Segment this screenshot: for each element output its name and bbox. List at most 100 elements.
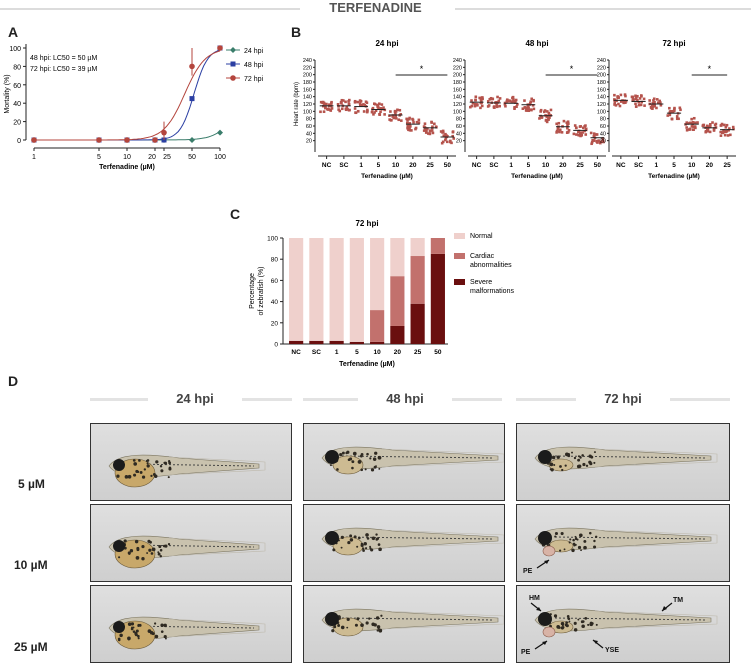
data-point bbox=[630, 95, 634, 99]
data-point bbox=[557, 121, 561, 125]
pigment-spot bbox=[561, 624, 564, 627]
pigment-spot bbox=[565, 452, 569, 457]
fin-fold bbox=[168, 618, 266, 638]
bar-segment bbox=[410, 303, 425, 344]
pigment-spot bbox=[347, 540, 351, 545]
pigment-spot bbox=[132, 459, 136, 462]
y-tick-label: 140 bbox=[453, 95, 462, 101]
data-point bbox=[685, 121, 689, 124]
x-tick-label: 50 bbox=[444, 162, 452, 169]
zebrafish-larva bbox=[321, 608, 504, 637]
pigment-spot bbox=[147, 629, 152, 633]
data-point bbox=[433, 122, 436, 126]
data-point bbox=[594, 133, 598, 136]
pigment-spot bbox=[354, 453, 357, 456]
pigment-spot bbox=[137, 637, 140, 640]
data-point bbox=[655, 98, 659, 101]
y-tick-label: 180 bbox=[453, 80, 462, 86]
data-point bbox=[358, 102, 362, 105]
data-point bbox=[394, 114, 398, 117]
data-point bbox=[653, 100, 656, 104]
data-point bbox=[441, 129, 445, 133]
legend-swatch bbox=[454, 279, 465, 285]
y-tick-label: 160 bbox=[453, 87, 462, 93]
pigment-spot bbox=[583, 539, 587, 543]
y-tick-label: 80 bbox=[600, 117, 606, 123]
pigment-spot bbox=[154, 474, 158, 478]
annotation-hm: HM bbox=[529, 595, 540, 602]
fish-image-48hpi-10um bbox=[303, 504, 505, 582]
data-point bbox=[513, 106, 516, 109]
data-point bbox=[658, 99, 662, 103]
y-tick-label: 40 bbox=[600, 131, 606, 137]
data-point bbox=[407, 128, 410, 132]
fin-fold bbox=[594, 610, 718, 630]
data-point bbox=[398, 108, 402, 112]
x-tick-label: 10 bbox=[688, 162, 696, 169]
data-point bbox=[635, 96, 638, 99]
title-rule-right bbox=[455, 8, 751, 10]
pigment-spot bbox=[357, 460, 362, 464]
pigment-spot bbox=[551, 455, 556, 460]
data-point bbox=[634, 105, 638, 108]
y-tick-label: 80 bbox=[271, 257, 279, 264]
data-point bbox=[408, 122, 412, 125]
data-point bbox=[597, 139, 600, 142]
y-tick-label: 100 bbox=[303, 109, 312, 115]
pigment-spot bbox=[359, 454, 363, 458]
data-point bbox=[434, 125, 438, 128]
pigment-spot bbox=[150, 552, 154, 555]
x-tick-label: 5 bbox=[355, 349, 359, 356]
data-point bbox=[469, 105, 472, 109]
data-point bbox=[652, 99, 655, 102]
x-tick-label: 25 bbox=[577, 162, 585, 169]
y-tick-label: 20 bbox=[306, 139, 312, 145]
data-point bbox=[731, 125, 735, 129]
pigment-spot bbox=[549, 462, 554, 467]
data-point bbox=[728, 127, 731, 130]
zebrafish-larva bbox=[534, 527, 718, 557]
annotation-pe: PE bbox=[521, 649, 531, 656]
arrowhead-yse bbox=[593, 640, 598, 644]
data-point bbox=[425, 128, 428, 132]
data-point bbox=[365, 101, 369, 105]
pigment-spot bbox=[157, 551, 160, 554]
legend-label: 72 hpi bbox=[244, 76, 264, 83]
y-tick-label: 160 bbox=[303, 87, 312, 93]
pigment-spot bbox=[589, 531, 592, 535]
data-point bbox=[577, 129, 581, 133]
pigment-spot bbox=[356, 545, 359, 548]
pigment-spot bbox=[124, 475, 129, 479]
pigment-spot bbox=[362, 549, 365, 552]
pigment-spot bbox=[341, 451, 345, 455]
data-point bbox=[599, 141, 602, 145]
data-point bbox=[428, 129, 432, 133]
data-point bbox=[380, 103, 384, 106]
data-point bbox=[614, 104, 618, 107]
x-tick-label: 5 bbox=[527, 162, 531, 169]
data-point bbox=[31, 137, 37, 143]
data-point bbox=[575, 133, 578, 136]
data-point bbox=[670, 117, 674, 121]
data-point bbox=[712, 127, 716, 130]
data-point bbox=[685, 128, 689, 132]
data-point bbox=[356, 110, 360, 113]
data-point bbox=[527, 106, 530, 110]
data-point bbox=[566, 126, 569, 130]
data-point bbox=[431, 131, 435, 135]
x-tick-label: 10 bbox=[392, 162, 400, 169]
data-point bbox=[705, 124, 709, 128]
data-point bbox=[362, 110, 366, 113]
data-point bbox=[527, 105, 530, 108]
data-point bbox=[428, 132, 432, 136]
pigment-spot bbox=[589, 622, 594, 627]
x-tick-label: 50 bbox=[188, 154, 196, 161]
pigment-stripe bbox=[341, 455, 494, 459]
panel-c-chart: 72 hpi 0 20 40 60 80 100 NC SC 1 5 10 20 25 50 Terfenad… bbox=[249, 219, 514, 368]
arrowhead-hm bbox=[536, 607, 541, 611]
pigment-spot bbox=[148, 548, 152, 552]
y-tick-label: 120 bbox=[303, 102, 312, 108]
pigment-spot bbox=[135, 556, 140, 560]
data-point bbox=[354, 111, 358, 115]
data-point bbox=[575, 126, 578, 130]
